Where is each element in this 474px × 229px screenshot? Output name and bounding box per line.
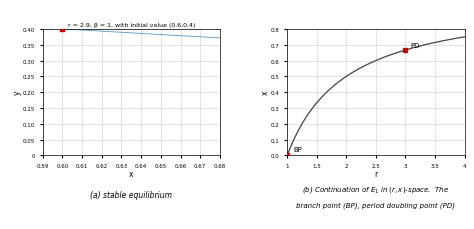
Text: PD: PD xyxy=(410,43,419,49)
Point xyxy=(59,28,66,32)
Text: (b) Continuation of $E_1$ in $(r, x)$-space.  The: (b) Continuation of $E_1$ in $(r, x)$-sp… xyxy=(302,183,449,194)
Text: branch point (BP), period doubling point (PD): branch point (BP), period doubling point… xyxy=(296,202,456,208)
Y-axis label: y: y xyxy=(12,90,21,95)
Title: r = 2.9, β = 1, with initial value (0.6,0.4): r = 2.9, β = 1, with initial value (0.6,… xyxy=(68,23,195,28)
Y-axis label: x: x xyxy=(261,90,270,95)
X-axis label: r: r xyxy=(374,170,377,179)
Text: (a) stable equilibrium: (a) stable equilibrium xyxy=(90,190,172,199)
X-axis label: x: x xyxy=(129,170,134,179)
Text: BP: BP xyxy=(293,147,302,153)
